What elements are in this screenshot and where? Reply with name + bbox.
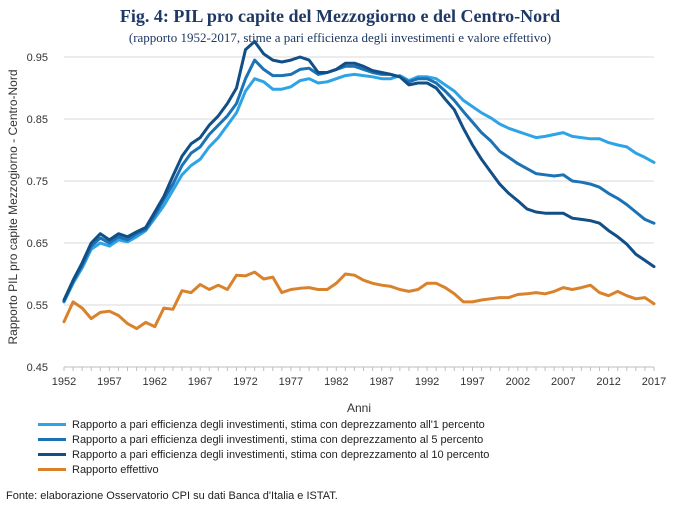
series-line-2 (62, 58, 656, 303)
x-axis-label: Anni (347, 401, 371, 415)
chart-title: Fig. 4: PIL pro capite del Mezzogiorno e… (119, 6, 561, 26)
x-tick-label-1977: 1977 (279, 376, 303, 388)
y-tick-label-0.85: 0.85 (27, 114, 48, 126)
y-axis-label: Rapporto PIL pro capite Mezzogiorno - Ce… (6, 69, 20, 344)
legend: Rapporto a pari efficienza degli investi… (38, 417, 489, 477)
x-tick-label-1967: 1967 (188, 376, 212, 388)
chart-subtitle: (rapporto 1952-2017, stime a pari effici… (128, 30, 552, 45)
legend-swatch-2 (38, 438, 66, 441)
source-note: Fonte: elaborazione Osservatorio CPI su … (6, 490, 338, 502)
y-tick-label-0.65: 0.65 (27, 238, 48, 250)
grid-lines (64, 56, 654, 306)
legend-swatch-1 (38, 423, 66, 426)
legend-item-4: Rapporto effettivo (38, 462, 489, 477)
legend-swatch-4 (38, 468, 66, 471)
legend-swatch-3 (38, 453, 66, 456)
y-tick-label-0.75: 0.75 (27, 176, 48, 188)
x-tick-label-1987: 1987 (369, 376, 393, 388)
x-tick-label-2007: 2007 (551, 376, 575, 388)
x-tick-label-1957: 1957 (97, 376, 121, 388)
y-tick-label-0.55: 0.55 (27, 300, 48, 312)
legend-label-1: Rapporto a pari efficienza degli investi… (72, 418, 485, 431)
x-tick-label-1952: 1952 (52, 376, 76, 388)
legend-label-2: Rapporto a pari efficienza degli investi… (72, 433, 484, 446)
series-line-4 (62, 270, 656, 331)
legend-item-2: Rapporto a pari efficienza degli investi… (38, 432, 489, 447)
y-tick-label-0.45: 0.45 (27, 362, 48, 374)
legend-label-3: Rapporto a pari efficienza degli investi… (72, 448, 490, 461)
x-tick-label-1972: 1972 (233, 376, 257, 388)
legend-item-3: Rapporto a pari efficienza degli investi… (38, 447, 489, 462)
x-tick-label-2017: 2017 (642, 376, 666, 388)
series-line-3 (62, 40, 656, 302)
x-tick-label-1992: 1992 (415, 376, 439, 388)
series-lines (62, 40, 656, 331)
x-tick-label-2012: 2012 (596, 376, 620, 388)
x-tick-label-1982: 1982 (324, 376, 348, 388)
axes: 0.45 0.55 0.65 0.75 0.85 0.95 1952 1957 1962 1967… (27, 52, 667, 388)
y-tick-label-0.95: 0.95 (27, 52, 48, 64)
series-line-1 (62, 72, 656, 304)
x-tick-label-1997: 1997 (460, 376, 484, 388)
x-tick-label-2002: 2002 (506, 376, 530, 388)
legend-item-1: Rapporto a pari efficienza degli investi… (38, 417, 489, 432)
legend-label-4: Rapporto effettivo (72, 463, 159, 476)
line-chart: 0.45 0.55 0.65 0.75 0.85 0.95 1952 1957 1962 1967… (6, 40, 667, 415)
x-tick-label-1962: 1962 (143, 376, 167, 388)
